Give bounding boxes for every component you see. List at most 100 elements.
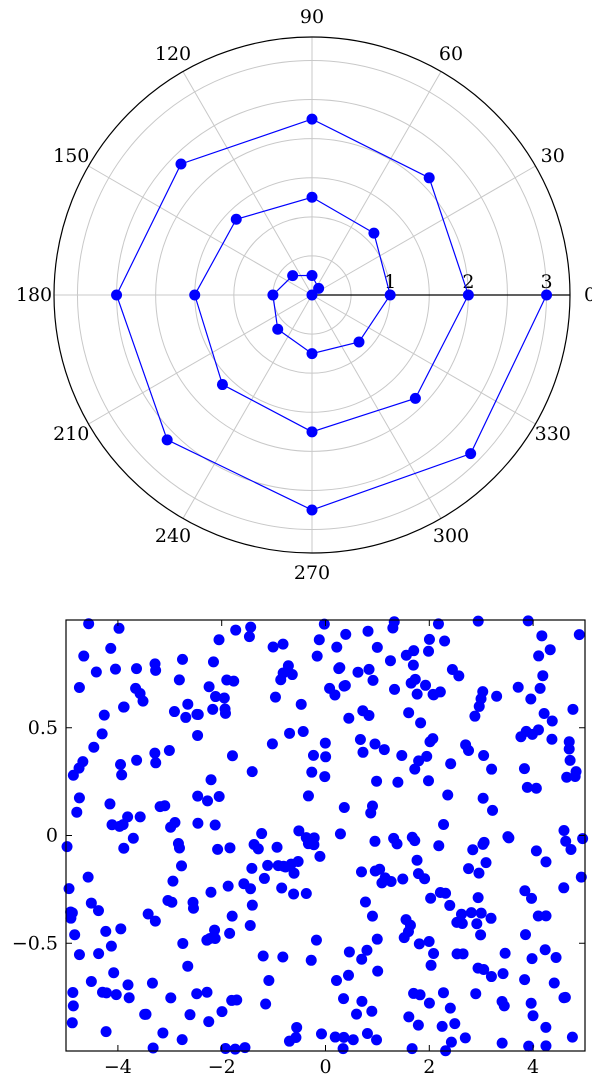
polar-point (313, 282, 325, 294)
scatter-point (115, 759, 127, 771)
scatter-point (147, 1042, 159, 1054)
scatter-point (201, 934, 213, 946)
scatter-point (402, 926, 414, 938)
scatter-point (104, 798, 116, 810)
scatter-point (463, 744, 475, 756)
scatter-point (230, 624, 242, 636)
y-tick-label: −0.5 (12, 932, 58, 954)
scatter-point (245, 621, 257, 633)
scatter-point (293, 825, 305, 837)
scatter-point (485, 912, 497, 924)
scatter-point (413, 755, 425, 767)
scatter-point (182, 698, 194, 710)
scatter-point (209, 924, 221, 936)
scatter-point (427, 733, 439, 745)
polar-point (423, 172, 435, 184)
scatter-point (66, 1017, 78, 1029)
polar-point (230, 213, 242, 225)
scatter-point (534, 682, 546, 694)
scatter-point (491, 690, 503, 702)
scatter-point (163, 744, 175, 756)
scatter-point (224, 927, 236, 939)
scatter-point (73, 949, 85, 961)
scatter-point (343, 712, 355, 724)
scatter-point (351, 1008, 363, 1020)
scatter-point (85, 975, 97, 987)
scatter-point (384, 655, 396, 667)
polar-angle-label: 30 (541, 145, 565, 167)
scatter-point (307, 749, 319, 761)
scatter-point (363, 709, 375, 721)
polar-angle-label: 330 (535, 423, 571, 445)
scatter-point (157, 1027, 169, 1039)
scatter-point (300, 832, 312, 844)
scatter-point (525, 997, 537, 1009)
scatter-point (532, 910, 544, 922)
scatter-point (286, 669, 298, 681)
scatter-point (374, 863, 386, 875)
scatter-point (385, 876, 397, 888)
polar-spoke (311, 165, 536, 296)
scatter-point (96, 728, 108, 740)
polar-point (161, 434, 173, 446)
scatter-point (538, 708, 550, 720)
polar-point (306, 269, 318, 281)
scatter-point (149, 747, 161, 759)
polar-angle-label: 120 (155, 43, 191, 65)
scatter-point (421, 750, 433, 762)
scatter-point (540, 1021, 552, 1033)
scatter-point (406, 831, 418, 843)
polar-point (465, 448, 477, 460)
scatter-point (354, 734, 366, 746)
x-tick-label: 2 (423, 1056, 435, 1076)
scatter-point (337, 1043, 349, 1055)
scatter-point (267, 641, 279, 653)
scatter-point (415, 717, 427, 729)
scatter-point (455, 908, 467, 920)
scatter-point (67, 986, 79, 998)
polar-point (216, 379, 228, 391)
scatter-point (361, 944, 373, 956)
scatter-point (432, 618, 444, 630)
scatter-point (320, 751, 332, 763)
scatter-point (69, 929, 81, 941)
scatter-point (182, 960, 194, 972)
scatter-point (98, 709, 110, 721)
polar-point (272, 323, 284, 335)
scatter-point (530, 782, 542, 794)
scatter-point (288, 888, 300, 900)
scatter-point (169, 817, 181, 829)
scatter-point (445, 1036, 457, 1048)
scatter-point (100, 1026, 112, 1038)
x-tick-label: −2 (208, 1056, 236, 1076)
scatter-point (114, 820, 126, 832)
scatter-point (257, 950, 269, 962)
scatter-point (212, 843, 224, 855)
scatter-point (228, 675, 240, 687)
polar-spoke (311, 294, 442, 519)
scatter-point (550, 951, 562, 963)
scatter-point (92, 905, 104, 917)
scatter-point (526, 953, 538, 965)
x-tick-label: −4 (104, 1056, 132, 1076)
polar-spoke (88, 294, 313, 425)
scatter-point (310, 934, 322, 946)
scatter-point (73, 681, 85, 693)
scatter-point (319, 737, 331, 749)
polar-angle-label: 150 (53, 145, 89, 167)
scatter-point (329, 1031, 341, 1043)
scatter-point (473, 867, 485, 879)
scatter-point (467, 844, 479, 856)
scatter-point (213, 790, 225, 802)
polar-point (353, 336, 365, 348)
polar-spoke (311, 294, 536, 425)
scatter-point (412, 1019, 424, 1031)
scatter-point (478, 750, 490, 762)
scatter-point (544, 644, 556, 656)
scatter-point (423, 935, 435, 947)
scatter-point (277, 951, 289, 963)
scatter-point (93, 948, 105, 960)
scatter-point (192, 817, 204, 829)
scatter-point (172, 837, 184, 849)
